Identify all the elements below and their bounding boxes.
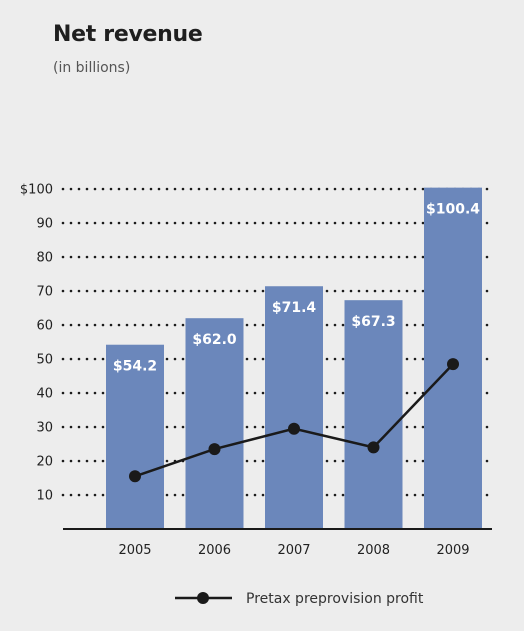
legend: Pretax preprovision profit	[175, 591, 424, 607]
bar-value-label: $62.0	[192, 332, 237, 348]
x-category-label: 2009	[436, 543, 469, 558]
y-tick-label: 10	[36, 489, 53, 504]
legend-label: Pretax preprovision profit	[246, 591, 424, 607]
profit-point-2005	[129, 470, 141, 483]
y-axis-ticks: $100 90 80 70 60 50 40 30 20 10	[20, 183, 53, 504]
bar-2008	[344, 300, 403, 529]
bar-value-label: $67.3	[351, 314, 395, 330]
profit-point-2007	[288, 422, 300, 435]
bar-value-label: $71.4	[272, 300, 317, 316]
bar-2007	[265, 286, 323, 529]
y-tick-label: 30	[36, 421, 53, 436]
x-axis-categories: 2005 2006 2007 2008 2009	[118, 543, 469, 558]
bar-value-label: $100.4	[426, 202, 480, 218]
y-tick-label: 50	[36, 353, 53, 368]
y-tick-label: 40	[36, 387, 53, 402]
bar-value-label: $54.2	[113, 359, 157, 375]
legend-marker	[197, 592, 209, 604]
y-tick-label: 70	[36, 285, 53, 300]
chart-subtitle: (in billions)	[53, 60, 131, 76]
chart-title: Net revenue	[53, 22, 203, 47]
y-tick-label: 80	[36, 251, 53, 266]
x-category-label: 2006	[198, 543, 231, 558]
x-category-label: 2008	[357, 543, 390, 558]
bar-2005	[106, 344, 164, 529]
bar-2006	[185, 318, 244, 529]
y-tick-label: 20	[36, 455, 53, 470]
y-tick-label: $100	[20, 183, 53, 198]
profit-point-2008	[367, 441, 380, 454]
profit-line	[129, 358, 459, 483]
y-tick-label: 60	[36, 319, 53, 334]
bar-value-labels: $54.2 $62.0 $71.4 $67.3 $100.4	[113, 202, 480, 375]
bars	[106, 187, 482, 529]
x-category-label: 2005	[118, 543, 151, 558]
x-category-label: 2007	[277, 543, 310, 558]
y-tick-label: 90	[36, 217, 53, 232]
profit-point-2009	[447, 358, 459, 371]
profit-point-2006	[208, 443, 221, 456]
